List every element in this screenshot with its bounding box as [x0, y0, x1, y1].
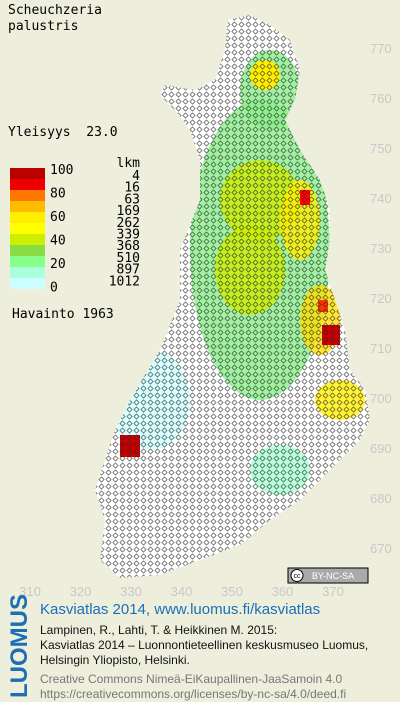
grid-labels: 770 760 750 740 730 720 710 700 690 680 670 310 320 3… — [19, 41, 392, 599]
northing-label: 760 — [370, 91, 392, 106]
percent-label: 60 — [50, 210, 66, 225]
species-name: palustris — [8, 19, 78, 34]
northing-label: 740 — [370, 191, 392, 206]
easting-label: 340 — [171, 584, 193, 599]
easting-label: 330 — [120, 584, 142, 599]
count-label: 1012 — [109, 274, 140, 289]
easting-label: 320 — [70, 584, 92, 599]
count-label: 368 — [117, 239, 140, 254]
count-label: 897 — [117, 263, 140, 278]
northing-label: 750 — [370, 141, 392, 156]
northing-label: 700 — [370, 391, 392, 406]
count-label: 16 — [124, 181, 140, 196]
easting-label: 360 — [272, 584, 294, 599]
northing-label: 670 — [370, 541, 392, 556]
percent-label: 20 — [50, 257, 66, 272]
frequency: Yleisyys 23.0 — [8, 125, 118, 140]
easting-label: 370 — [322, 584, 344, 599]
logo: LUOMUS — [6, 594, 33, 698]
count-header: lkm — [117, 156, 141, 171]
citation: Lampinen, R., Lahti, T. & Heikkinen M. 2… — [40, 623, 277, 637]
percent-label: 80 — [50, 187, 66, 202]
northing-label: 680 — [370, 491, 392, 506]
license: https://creativecommons.org/licenses/by-… — [40, 687, 346, 701]
license: Creative Commons Nimeä-EiKaupallinen-Jaa… — [40, 672, 342, 686]
count-label: 262 — [117, 216, 140, 231]
count-label: 4 — [132, 169, 140, 184]
legend-labels: 100 80 60 40 20 0 lkm4166316926233936851089710… — [50, 156, 140, 296]
easting-label: 310 — [19, 584, 41, 599]
legend — [10, 168, 45, 289]
count-label: 169 — [117, 204, 140, 219]
percent-label: 100 — [50, 163, 73, 178]
northing-label: 720 — [370, 291, 392, 306]
license-terms: BY-NC-SA — [312, 571, 354, 581]
headline: Kasviatlas 2014, www.luomus.fi/kasviatla… — [40, 601, 320, 618]
easting-label: 350 — [221, 584, 243, 599]
observations: Havainto 1963 — [12, 307, 114, 322]
citation: Helsingin Yliopisto, Helsinki. — [40, 653, 190, 667]
cc-mark: cc — [294, 573, 302, 580]
license-badge: cc BY-NC-SA — [287, 567, 369, 584]
count-label: 339 — [117, 228, 140, 243]
percent-label: 0 — [50, 281, 58, 296]
count-label: 510 — [117, 251, 140, 266]
northing-label: 770 — [370, 41, 392, 56]
species-name: Scheuchzeria — [8, 3, 102, 18]
count-label: 63 — [124, 192, 140, 207]
finland-map — [95, 15, 370, 578]
percent-label: 40 — [50, 234, 66, 249]
northing-label: 730 — [370, 241, 392, 256]
northing-label: 690 — [370, 441, 392, 456]
northing-label: 710 — [370, 341, 392, 356]
citation: Kasviatlas 2014 – Luonnontieteellinen ke… — [40, 638, 368, 652]
